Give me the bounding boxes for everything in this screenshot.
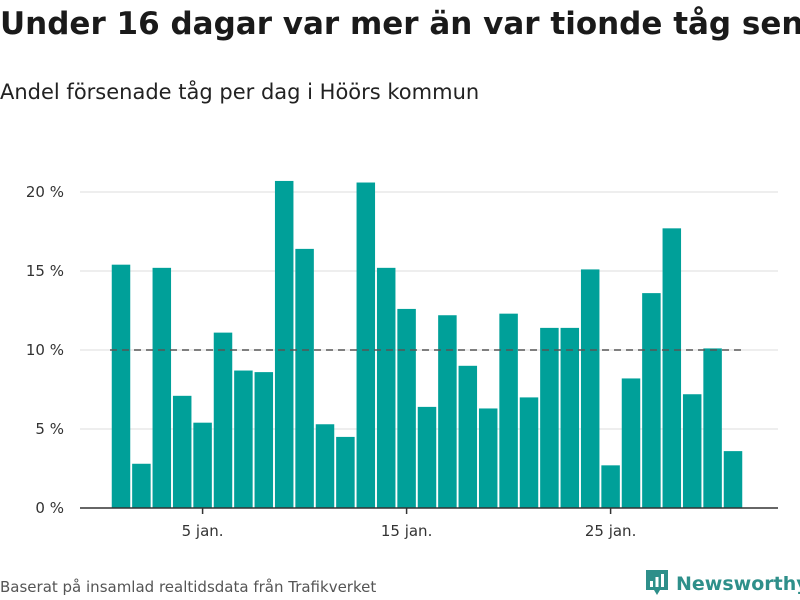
bars [111,180,743,508]
bar [682,394,702,508]
bar [234,370,253,508]
y-tick-label: 5 % [35,420,64,438]
bar [397,308,416,508]
bar [193,422,212,508]
bar [172,395,192,508]
bar [723,451,743,508]
y-tick-label: 10 % [26,341,64,359]
source-note: Baserat på insamlad realtidsdata från Tr… [0,578,377,596]
bar [417,406,437,508]
bar [213,332,233,508]
bar [315,424,335,508]
chart-title: Under 16 dagar var mer än var tionde tåg… [0,6,800,42]
bar [438,315,457,508]
bar [458,365,478,508]
x-tick-label: 15 jan. [381,522,433,540]
bar [621,378,641,508]
brand-name: Newsworthy [676,573,800,595]
bar [519,397,539,508]
chart-subtitle: Andel försenade tåg per dag i Höörs komm… [0,80,480,104]
y-axis-ticks: 0 % 5 % 10 % 15 % 20 % [26,183,64,517]
bar [703,348,722,508]
bar [540,327,559,508]
bar [356,182,376,508]
bar [132,463,151,508]
bar [560,327,580,508]
x-tick-label: 5 jan. [182,522,224,540]
y-tick-label: 0 % [35,499,64,517]
bar [601,465,620,508]
bar [642,293,661,508]
x-axis-ticks: 5 jan. 15 jan. 25 jan. [182,508,637,540]
bar [499,313,518,508]
bar [111,264,131,508]
newsworthy-logo-icon [644,568,670,600]
bar [254,372,274,508]
bar [478,408,498,508]
bar [274,180,294,508]
bar [152,267,172,508]
newsworthy-logo[interactable]: Newsworthy [644,568,800,600]
y-tick-label: 20 % [26,183,64,201]
bar [336,436,355,508]
y-tick-label: 15 % [26,262,64,280]
bar [295,248,314,508]
x-tick-label: 25 jan. [585,522,637,540]
bar [580,269,600,508]
bar [662,228,682,508]
bar [376,267,396,508]
